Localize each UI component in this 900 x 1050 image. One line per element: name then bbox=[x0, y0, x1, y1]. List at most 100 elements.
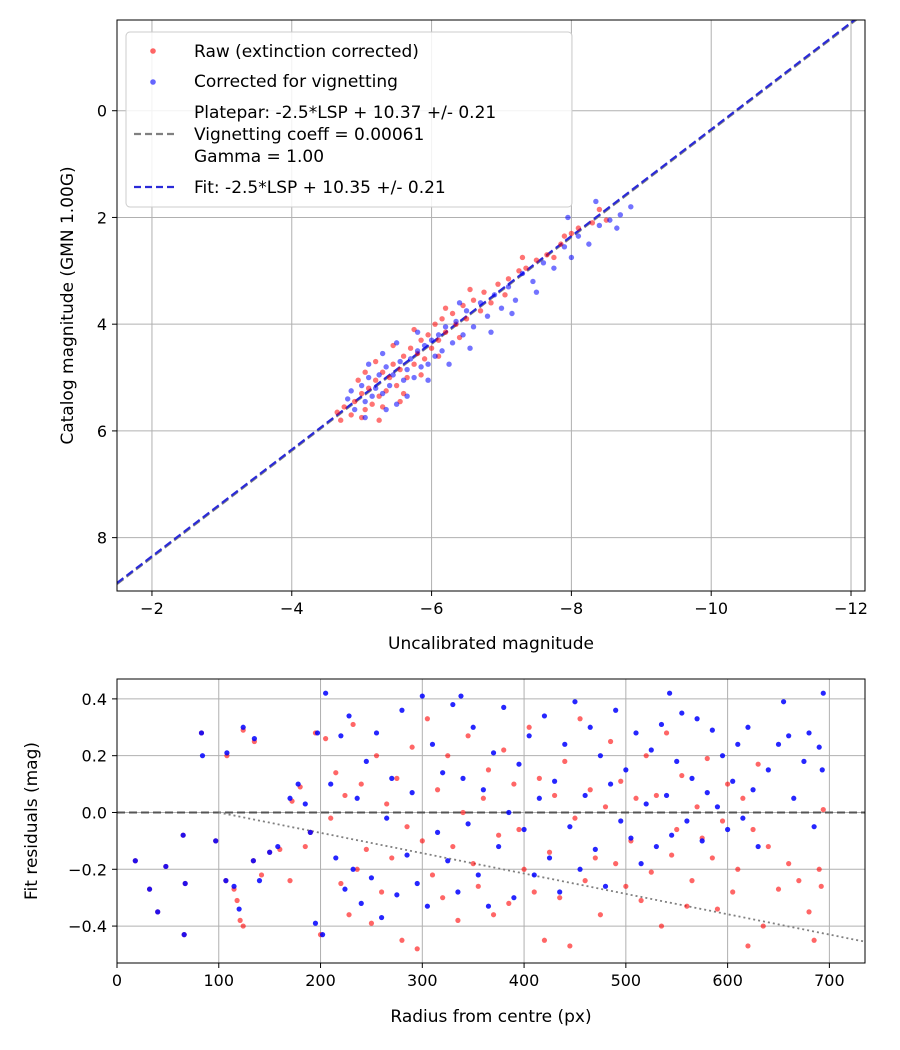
top-raw-point bbox=[362, 406, 368, 413]
top-corrected-point bbox=[425, 377, 431, 383]
top-y-ticks: 0 2 4 6 8 bbox=[97, 102, 117, 548]
top-chart-panel: −2 −4 −6 −8 −10 −12 0 2 4 6 8 Uncalibrated magnit… bbox=[58, 19, 868, 654]
bottom-corrected-point bbox=[735, 741, 741, 747]
top-corrected-point bbox=[414, 348, 421, 354]
top-raw-point bbox=[442, 329, 449, 335]
bottom-corrected-point bbox=[223, 878, 229, 884]
bottom-raw-point bbox=[378, 889, 385, 895]
bottom-x-tick-label: 200 bbox=[305, 971, 336, 990]
top-corrected-point bbox=[421, 342, 428, 349]
bottom-corrected-point bbox=[511, 895, 517, 901]
bottom-raw-point bbox=[684, 903, 690, 909]
bottom-raw-point bbox=[536, 775, 542, 782]
bottom-raw-point bbox=[689, 878, 695, 884]
bottom-plot-frame bbox=[116, 678, 866, 964]
bottom-corrected-point bbox=[496, 843, 502, 850]
top-y-tick-label: 4 bbox=[97, 315, 107, 334]
bottom-raw-point bbox=[552, 792, 558, 799]
bottom-corrected-point bbox=[256, 878, 263, 884]
bottom-raw-point bbox=[384, 801, 390, 807]
bottom-corrected-point bbox=[378, 914, 385, 921]
top-raw-point bbox=[505, 276, 512, 282]
top-raw-point bbox=[411, 361, 417, 367]
bottom-raw-point bbox=[567, 943, 573, 949]
bottom-corrected-point bbox=[669, 832, 675, 838]
bottom-raw-point bbox=[572, 815, 578, 821]
bottom-corrected-point bbox=[236, 906, 242, 912]
top-y-tick-label: 6 bbox=[97, 422, 107, 441]
bottom-corrected-point bbox=[531, 872, 537, 878]
bottom-raw-point bbox=[424, 716, 430, 722]
bottom-raw-point bbox=[562, 758, 568, 764]
bottom-corrected-point bbox=[607, 781, 614, 787]
top-corrected-point bbox=[561, 244, 568, 250]
bottom-corrected-point bbox=[480, 787, 486, 793]
top-corrected-point bbox=[414, 329, 421, 335]
bottom-corrected-point bbox=[597, 753, 604, 759]
bottom-corrected-point bbox=[182, 880, 188, 887]
bottom-raw-point bbox=[786, 861, 792, 867]
bottom-raw-point bbox=[373, 753, 380, 759]
top-corrected-point bbox=[439, 348, 445, 354]
bottom-raw-point bbox=[679, 772, 685, 779]
top-raw-point bbox=[407, 345, 414, 351]
bottom-corrected-point bbox=[602, 883, 609, 889]
bottom-corrected-point bbox=[163, 863, 169, 870]
legend-corrected-marker bbox=[150, 79, 156, 85]
bottom-corrected-point bbox=[684, 818, 690, 824]
bottom-corrected-point bbox=[312, 920, 319, 926]
bottom-corrected-point bbox=[224, 750, 230, 756]
bottom-raw-point bbox=[333, 770, 339, 776]
top-corrected-point bbox=[607, 217, 613, 223]
bottom-x-tick-label: 500 bbox=[611, 971, 642, 990]
bottom-x-axis-label: Radius from centre (px) bbox=[390, 1007, 591, 1027]
bottom-raw-point bbox=[541, 937, 548, 943]
bottom-raw-point bbox=[323, 736, 329, 742]
top-corrected-point bbox=[369, 393, 375, 399]
bottom-corrected-point bbox=[643, 801, 649, 807]
bottom-corrected-point bbox=[399, 707, 405, 713]
top-plot-frame bbox=[116, 19, 866, 592]
top-corrected-point bbox=[512, 297, 519, 303]
bottom-corrected-point bbox=[506, 809, 512, 816]
top-data-points bbox=[334, 198, 634, 423]
bottom-raw-point bbox=[577, 716, 583, 722]
top-corrected-point bbox=[397, 358, 403, 365]
bottom-corrected-point bbox=[628, 835, 634, 841]
bottom-corrected-point bbox=[679, 710, 685, 716]
bottom-raw-point bbox=[287, 878, 293, 884]
bottom-corrected-point bbox=[342, 886, 348, 892]
top-corrected-point bbox=[463, 308, 470, 314]
bottom-corrected-point bbox=[323, 690, 329, 696]
bottom-raw-point bbox=[633, 795, 639, 801]
bottom-y-tick-label: 0.4 bbox=[82, 690, 107, 709]
bottom-corrected-point bbox=[414, 880, 420, 887]
bottom-corrected-point bbox=[526, 733, 532, 739]
top-raw-point bbox=[334, 409, 340, 415]
bottom-raw-point bbox=[714, 906, 721, 912]
bottom-x-tick-label: 400 bbox=[509, 971, 540, 990]
top-corrected-point bbox=[519, 270, 526, 277]
bottom-corrected-point bbox=[638, 861, 644, 867]
bottom-corrected-point bbox=[181, 932, 187, 938]
bottom-raw-point bbox=[394, 775, 400, 782]
top-corrected-point bbox=[533, 289, 540, 295]
top-corrected-point bbox=[344, 396, 351, 402]
top-raw-point bbox=[551, 254, 557, 261]
bottom-x-tick-label: 600 bbox=[712, 971, 743, 990]
top-raw-point bbox=[502, 292, 508, 298]
bottom-raw-point bbox=[240, 923, 246, 929]
top-x-ticks: −2 −4 −6 −8 −10 −12 bbox=[140, 591, 868, 618]
top-raw-point bbox=[432, 321, 438, 327]
top-raw-point bbox=[467, 286, 473, 293]
bottom-corrected-point bbox=[765, 767, 771, 773]
top-raw-point bbox=[376, 417, 382, 423]
top-corrected-point bbox=[505, 284, 512, 290]
top-raw-point bbox=[421, 356, 428, 362]
bottom-raw-point bbox=[755, 761, 761, 767]
top-corrected-point bbox=[379, 350, 386, 357]
bottom-y-tick-label: 0.0 bbox=[82, 803, 107, 822]
bottom-raw-point bbox=[460, 809, 466, 816]
bottom-corrected-point bbox=[250, 858, 256, 864]
bottom-corrected-point bbox=[384, 815, 390, 821]
